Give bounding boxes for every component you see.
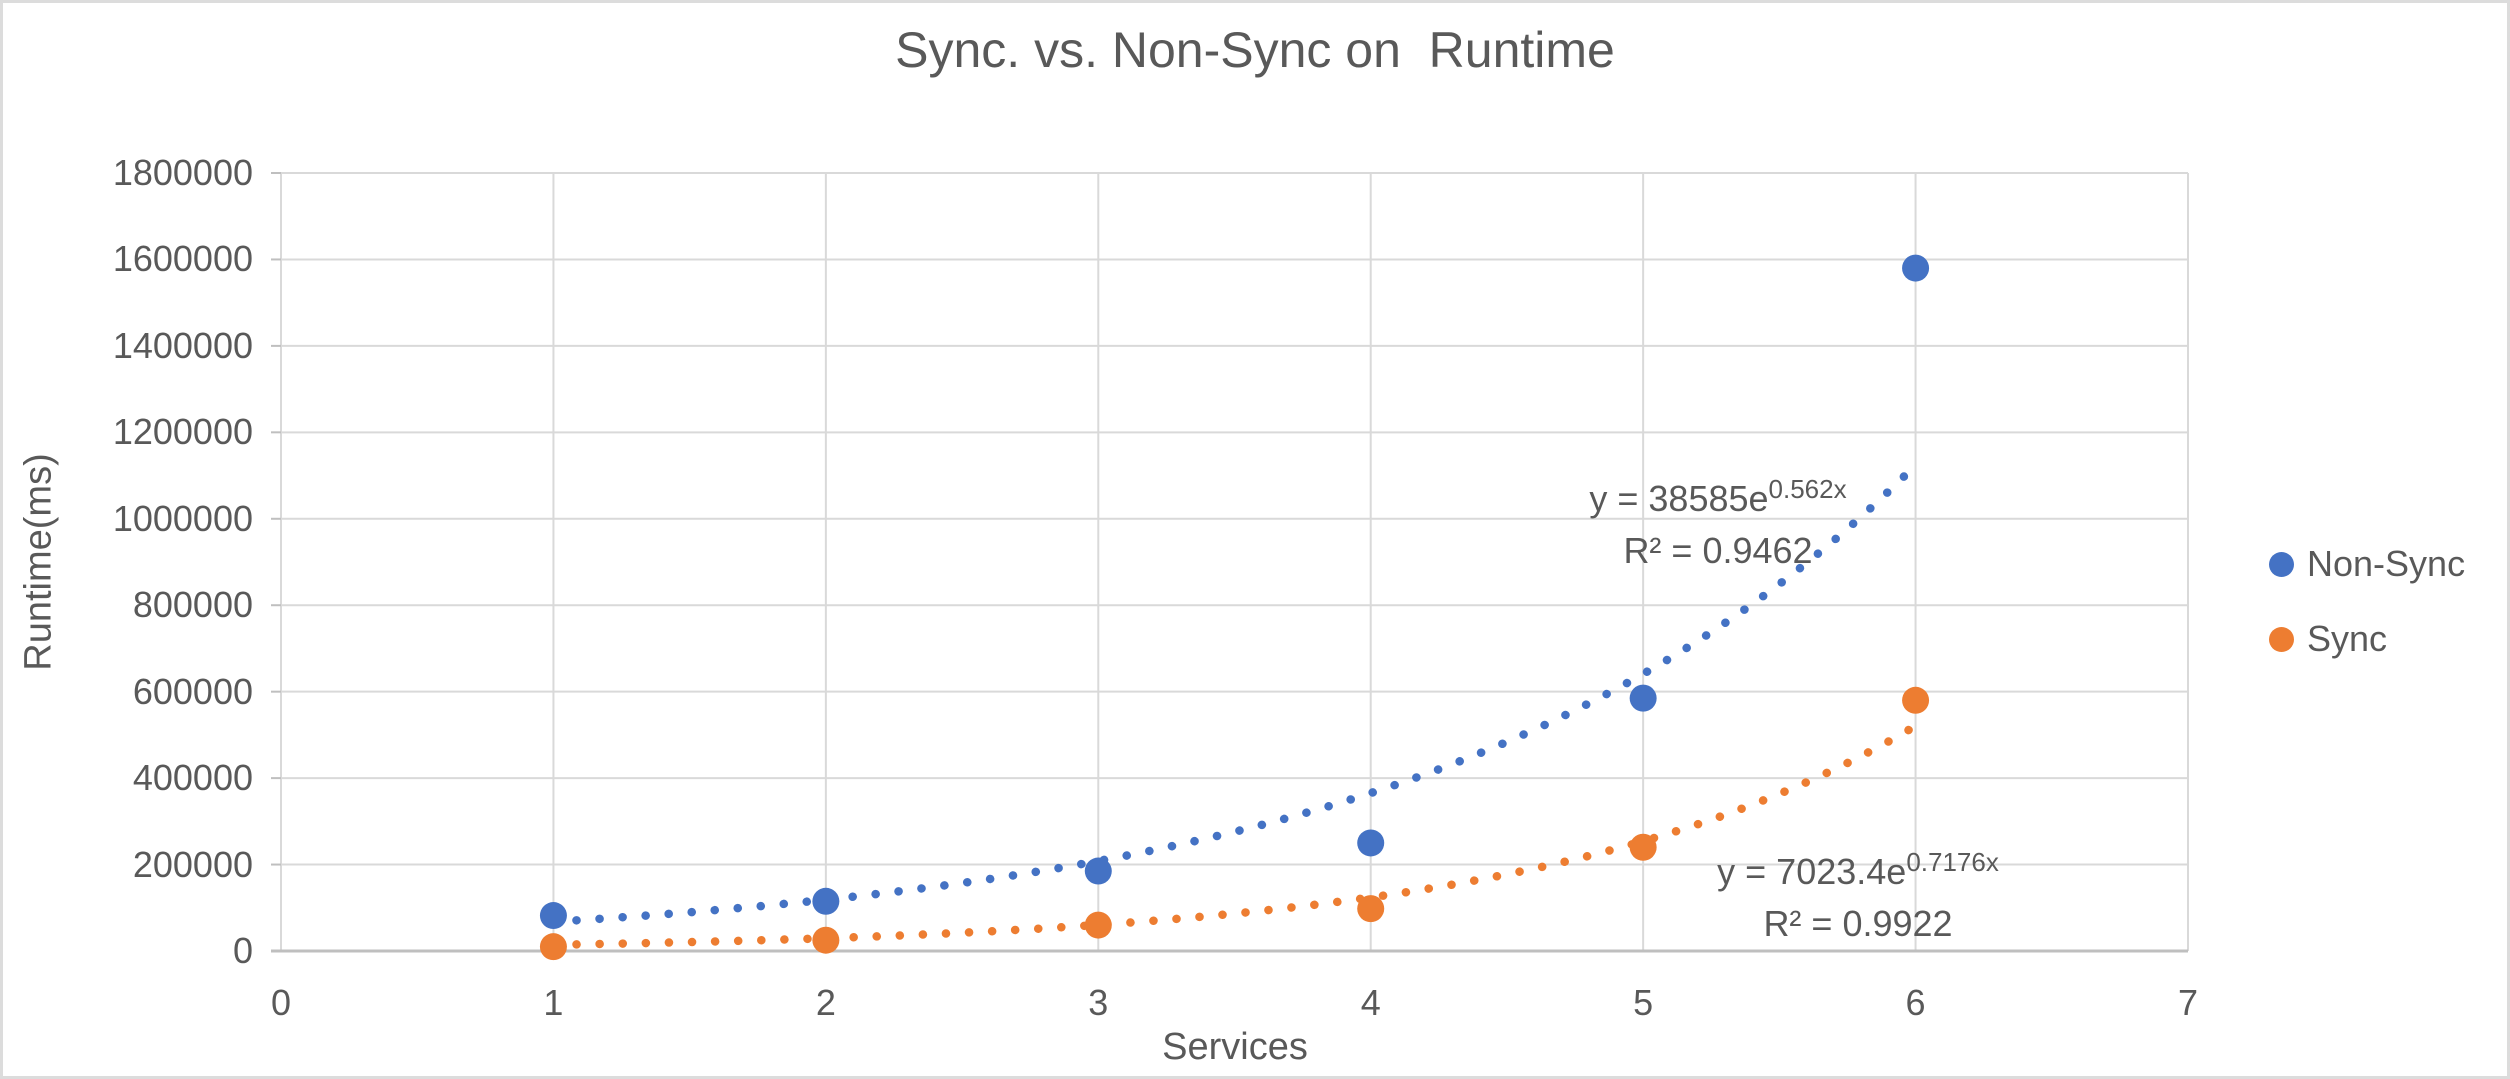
sync-equation-exponent: 0.7176x [1906,847,1999,877]
sync-trendline [549,721,1920,950]
x-axis-title: Services [1162,1026,1308,1068]
nonsync-trendline-equation: y = 38585e0.562x R² = 0.9462 [1488,463,1948,577]
legend-item-sync: Sync [2269,616,2465,662]
nonsync-equation-exponent: 0.562x [1768,474,1847,504]
y-tick-label: 200000 [132,843,253,885]
nonsync-legend-marker-icon [2269,551,2294,577]
sync-equation-base: y = 7023.4e [1717,851,1907,892]
sync-data-point [539,933,567,961]
non-sync-data-point [539,902,567,930]
y-tick-label: 600000 [132,670,253,712]
sync-data-point [812,926,840,954]
sync-data-point [1084,911,1112,939]
y-tick-label: 0 [232,930,253,971]
x-tick-label: 7 [2177,982,2199,1023]
plot-area [271,172,2189,961]
x-tick-label: 3 [1088,982,1109,1023]
x-tick-label: 0 [270,982,292,1023]
non-sync-data-point [1084,857,1112,885]
x-tick-label: 6 [1905,982,1926,1023]
y-tick-label: 400000 [132,757,253,799]
sync-legend-label: Sync [2307,618,2388,659]
nonsync-equation-line: y = 38585e0.562x [1488,463,1948,525]
y-tick-label: 1200000 [112,411,253,453]
nonsync-legend-label: Non-Sync [2307,543,2466,584]
non-sync-data-point [1629,684,1657,712]
non-sync-data-point [812,887,840,915]
sync-data-point [1629,833,1657,861]
sync-legend-marker-icon [2269,626,2294,652]
y-tick-label: 1600000 [112,238,253,280]
y-axis-title: Runtime(ms) [17,453,60,671]
legend: Non-Sync Sync [2269,541,2465,691]
non-sync-data-point [1902,254,1930,282]
sync-data-point [1357,895,1385,923]
x-tick-label: 2 [815,982,836,1023]
legend-item-nonsync: Non-Sync [2269,541,2465,587]
nonsync-equation-base: y = 38585e [1589,478,1769,519]
x-tick-label: 4 [1360,982,1381,1023]
y-tick-label: 1000000 [112,497,253,539]
y-tick-label: 1400000 [112,324,253,366]
x-tick-label: 5 [1633,982,1654,1023]
y-tick-label: 800000 [132,584,253,626]
y-tick-label: 1800000 [112,152,253,193]
chart-title: Sync. vs. Non-Sync on Runtime [895,22,1615,78]
nonsync-r-squared-text: R² = 0.9462 [1623,530,1813,571]
sync-trendline-equation: y = 7023.4e0.7176x R² = 0.9922 [1628,836,2088,950]
sync-equation-line: y = 7023.4e0.7176x [1628,836,2088,898]
non-sync-data-point [1357,829,1385,857]
sync-data-point [1902,686,1930,714]
sync-r-squared-text: R² = 0.9922 [1763,903,1953,944]
x-tick-label: 1 [543,982,564,1023]
non-sync-trendline [549,460,1920,926]
